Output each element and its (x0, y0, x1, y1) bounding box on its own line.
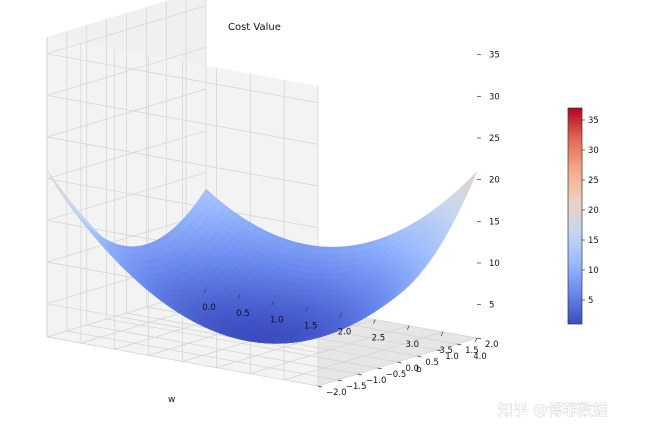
grid-line-z-left (46, 171, 207, 221)
colorbar-ramp (567, 107, 583, 325)
w-tick-mark (305, 307, 308, 312)
grid-line-z-back (46, 53, 319, 104)
z-tick-label: 30 (489, 92, 500, 102)
colorbar-tick-label: 10 (588, 266, 599, 276)
grid-line-b-floor (86, 324, 358, 375)
grid-line-z-left (46, 130, 207, 180)
b-tick-label: 1.0 (445, 352, 459, 362)
w-tick-mark (339, 313, 342, 318)
w-tick-label: 4.0 (473, 352, 487, 362)
surface-patch (466, 171, 478, 187)
w-tick-label: 1.0 (270, 315, 284, 325)
z-tick-label: 5 (489, 301, 494, 311)
b-tick-mark (437, 349, 442, 352)
cost-surface (46, 170, 478, 344)
z-tick-label: 15 (489, 217, 500, 227)
b-tick-label: 0.0 (406, 364, 420, 374)
colorbar-tick-label: 30 (588, 146, 599, 156)
surface-patch (202, 188, 213, 201)
axis-ticks: 0.0 0.5 1.0 1.5 2.0 2.5 3.0 3.5 4.0 −2.0−1.5−1.0−… (202, 51, 500, 398)
w-tick-label: 0.5 (236, 309, 250, 319)
chart-title: Cost Value (228, 22, 281, 33)
colorbar-tick-label: 25 (588, 176, 599, 186)
colorbar: 5 10 15 20 25 30 35 (567, 107, 599, 325)
watermark: 知乎 @博菲数据 (498, 401, 608, 419)
b-tick-label: 2.0 (485, 340, 499, 350)
b-tick-label: 0.5 (425, 358, 439, 368)
w-tick-mark (271, 301, 275, 306)
w-tick-mark (406, 325, 410, 330)
grid-line-z-left (46, 213, 207, 263)
b-tick-mark (377, 367, 382, 370)
colorbar-tick-label: 35 (588, 116, 599, 126)
b-tick-mark (357, 373, 362, 376)
grid-line-z-left (46, 88, 207, 138)
grid-line-z-back (46, 303, 319, 354)
b-tick-mark (457, 343, 462, 346)
grid-line-b-floor (66, 330, 338, 381)
w-tick-label: 0.0 (202, 303, 216, 313)
b-tick-label: 1.5 (465, 346, 479, 356)
colorbar-tick-label: 5 (588, 296, 593, 306)
w-axis-label: w (168, 395, 175, 405)
grid-line-z-left (46, 46, 207, 96)
w-tick-label: 1.5 (304, 321, 318, 331)
w-tick-mark (474, 337, 478, 343)
w-tick-label: 3.0 (405, 340, 419, 350)
w-tick-mark (237, 294, 241, 300)
w-tick-label: 3.5 (439, 346, 453, 356)
b-tick-mark (397, 361, 402, 364)
b-tick-mark (476, 337, 482, 340)
colorbar-tick-label: 15 (588, 236, 599, 246)
w-tick-label: 2.0 (338, 328, 352, 338)
grid-line-b-floor (106, 318, 378, 369)
z-tick-label: 35 (489, 51, 500, 61)
b-tick-mark (337, 379, 342, 382)
b-tick-label: −0.5 (386, 370, 407, 380)
w-tick-mark (373, 319, 376, 324)
b-tick-label: −2.0 (326, 388, 347, 398)
grid-line-z-back (46, 178, 319, 229)
grid-line-z-back (46, 136, 319, 187)
z-tick-label: 20 (489, 176, 500, 186)
b-axis-label: b (416, 365, 422, 375)
w-tick-label: 2.5 (372, 334, 386, 344)
grid-line-z-back (46, 94, 319, 145)
b-tick-label: −1.5 (346, 382, 367, 392)
w-tick-mark (440, 331, 444, 337)
grid-line-z-left (46, 5, 207, 55)
b-tick-label: −1.0 (366, 376, 387, 386)
colorbar-tick-label: 20 (588, 206, 599, 216)
b-tick-mark (417, 355, 422, 358)
z-tick-label: 10 (489, 259, 500, 269)
w-tick-mark (203, 288, 207, 294)
grid-line-b-floor (46, 336, 319, 387)
z-tick-label: 25 (489, 134, 500, 144)
b-tick-mark (317, 385, 323, 388)
